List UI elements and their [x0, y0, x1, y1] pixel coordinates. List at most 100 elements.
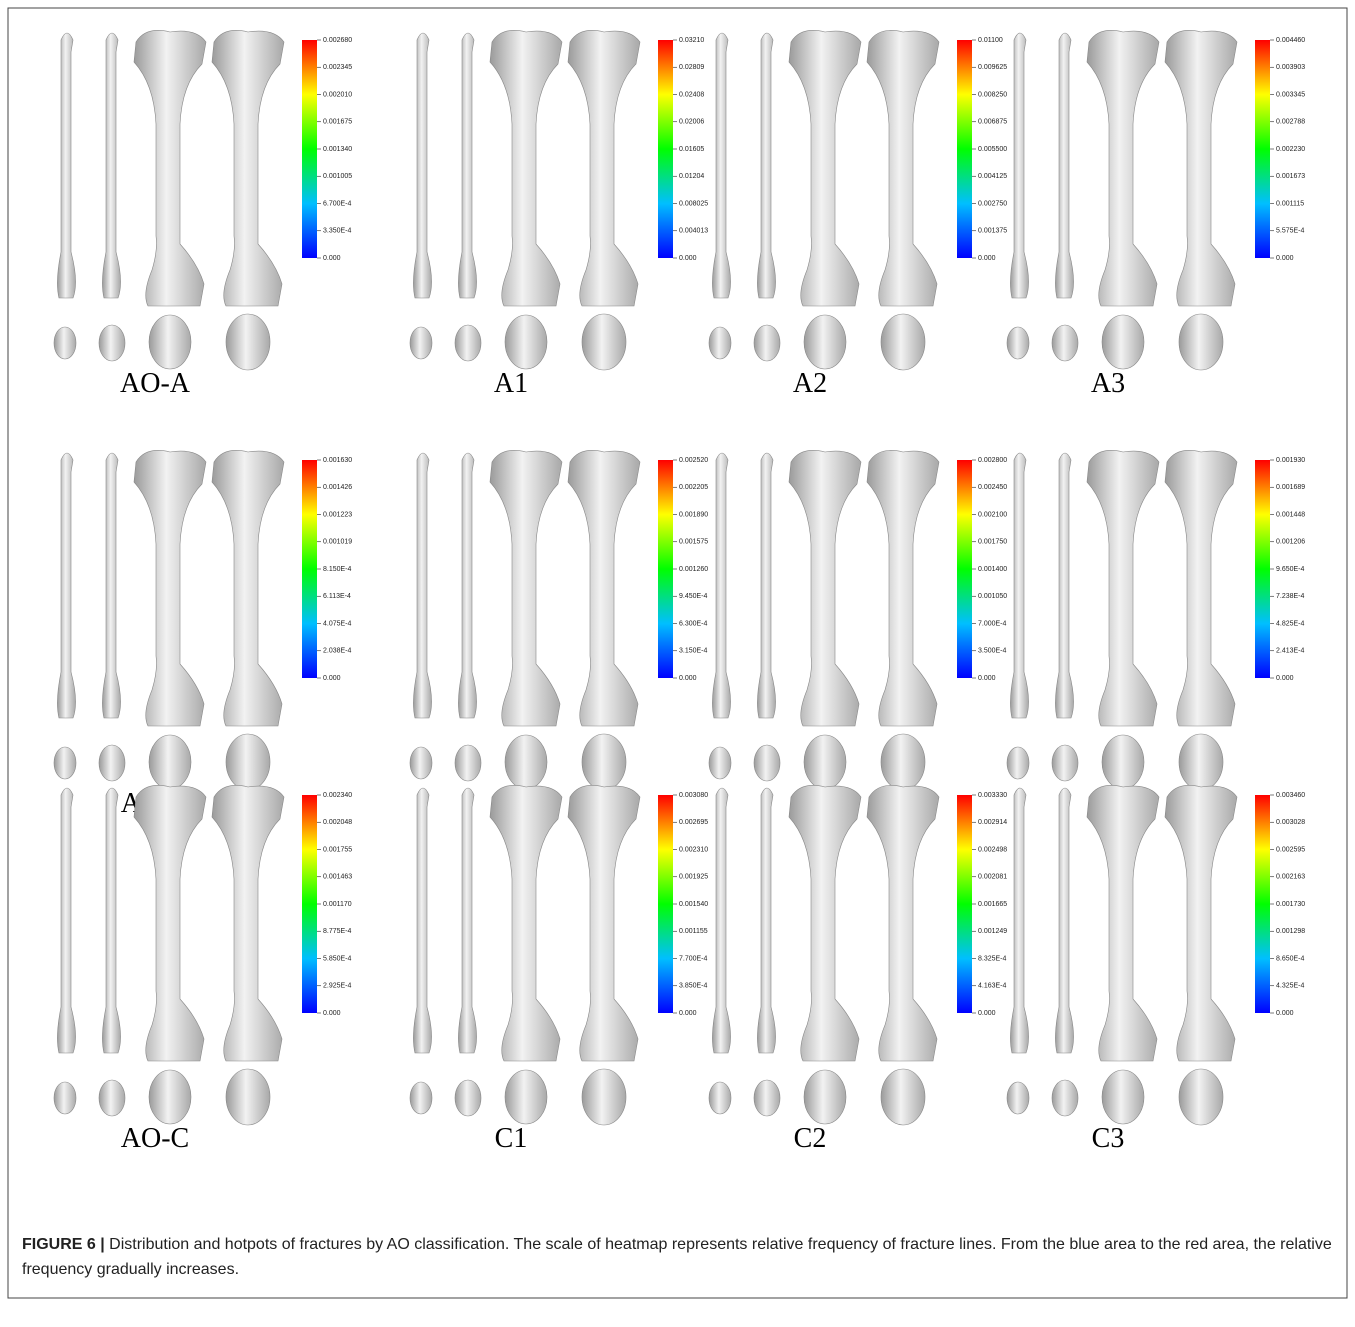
bone-section: [1102, 315, 1144, 369]
scale-label: 0.02006: [679, 119, 704, 126]
scale-label: 0.001755: [323, 846, 352, 853]
scale-label: 0.001925: [679, 874, 708, 881]
bone-section: [54, 1082, 76, 1114]
scale-label: 0.000: [978, 675, 996, 682]
bone-section: [99, 325, 125, 361]
tibia: [490, 450, 562, 726]
panel-label: A1: [494, 368, 528, 399]
fibula: [712, 33, 730, 298]
fibula: [102, 453, 120, 718]
bone-section: [804, 315, 846, 369]
fibula: [1010, 788, 1028, 1053]
bone-section: [1102, 1070, 1144, 1124]
scale-label: 0.000: [323, 255, 341, 262]
tibia: [490, 30, 562, 306]
tibia: [789, 450, 861, 726]
bone-section: [505, 1070, 547, 1124]
caption-label: FIGURE 6 |: [22, 1236, 105, 1253]
scale-label: 0.001930: [1276, 457, 1305, 464]
scale-label: 0.001630: [323, 457, 352, 464]
scale-label: 0.001426: [323, 484, 352, 491]
scale-label: 8.775E-4: [323, 928, 352, 935]
bone-section: [1052, 325, 1078, 361]
scale-label: 0.001673: [1276, 173, 1305, 180]
fibula: [57, 453, 75, 718]
scale-label: 0.001019: [323, 539, 352, 546]
scale-label: 0.01605: [679, 146, 704, 153]
scale-label: 5.575E-4: [1276, 228, 1305, 235]
scale-label: 0.001463: [323, 874, 352, 881]
scale-label: 0.002310: [679, 846, 708, 853]
scale-label: 5.850E-4: [323, 955, 352, 962]
scale-label: 9.650E-4: [1276, 566, 1305, 573]
tibia: [1087, 785, 1159, 1061]
fibula: [712, 453, 730, 718]
tibia: [1165, 450, 1237, 726]
scale-label: 0.001249: [978, 928, 1007, 935]
fibula: [1055, 33, 1073, 298]
scale-label: 0.006875: [978, 119, 1007, 126]
bone-section: [881, 314, 925, 370]
scale-label: 0.001675: [323, 119, 352, 126]
tibia: [568, 450, 640, 726]
bone-section: [754, 1080, 780, 1116]
bone-section: [1102, 735, 1144, 789]
bone-section: [881, 734, 925, 790]
scale-label: 0.001155: [679, 928, 708, 935]
tibia: [568, 785, 640, 1061]
scale-label: 0.03210: [679, 37, 704, 44]
tibia: [134, 30, 206, 306]
bone-section: [149, 315, 191, 369]
scale-label: 0.002205: [679, 484, 708, 491]
bone-section: [1007, 327, 1029, 359]
scale-label: 0.001750: [978, 539, 1007, 546]
scale-label: 7.700E-4: [679, 955, 708, 962]
scale-label: 0.002750: [978, 200, 1007, 207]
tibia: [1087, 450, 1159, 726]
bone-section: [99, 1080, 125, 1116]
caption: FIGURE 6 | Distribution and hotpots of f…: [22, 1232, 1332, 1282]
tibia: [1165, 785, 1237, 1061]
fibula: [458, 788, 476, 1053]
bone-section: [410, 747, 432, 779]
scale-label: 0.002345: [323, 64, 352, 71]
scale-label: 0.001170: [323, 901, 352, 908]
scale-label: 4.325E-4: [1276, 983, 1305, 990]
scale-label: 0.000: [978, 1010, 996, 1017]
scale-label: 0.02809: [679, 64, 704, 71]
scale-label: 0.001540: [679, 901, 708, 908]
bone-section: [582, 314, 626, 370]
tibia: [212, 30, 284, 306]
scale-label: 0.000: [679, 1010, 697, 1017]
scale-label: 0.002788: [1276, 119, 1305, 126]
fibula: [757, 453, 775, 718]
scale-label: 0.004125: [978, 173, 1007, 180]
panel-label: C3: [1092, 1123, 1125, 1154]
bone-section: [410, 327, 432, 359]
fibula: [1010, 33, 1028, 298]
bone-section: [226, 314, 270, 370]
tibia: [134, 785, 206, 1061]
scale-label: 4.163E-4: [978, 983, 1007, 990]
scale-label: 0.01100: [978, 37, 1003, 44]
scale-label: 0.005500: [978, 146, 1007, 153]
fibula: [1055, 453, 1073, 718]
scale-label: 0.004460: [1276, 37, 1305, 44]
scale-label: 0.002100: [978, 511, 1007, 518]
scale-label: 0.002520: [679, 457, 708, 464]
bone-section: [1052, 745, 1078, 781]
tibia: [212, 785, 284, 1061]
color-scale: [1255, 460, 1270, 678]
fibula: [757, 33, 775, 298]
scale-label: 0.001665: [978, 901, 1007, 908]
bone-section: [754, 745, 780, 781]
scale-label: 0.002163: [1276, 874, 1305, 881]
scale-label: 0.02408: [679, 91, 704, 98]
scale-label: 0.008025: [679, 200, 708, 207]
scale-label: 0.003330: [978, 792, 1007, 799]
scale-label: 0.002010: [323, 91, 352, 98]
fibula: [413, 33, 431, 298]
scale-label: 0.001005: [323, 173, 352, 180]
tibia: [134, 450, 206, 726]
color-scale: [1255, 40, 1270, 258]
